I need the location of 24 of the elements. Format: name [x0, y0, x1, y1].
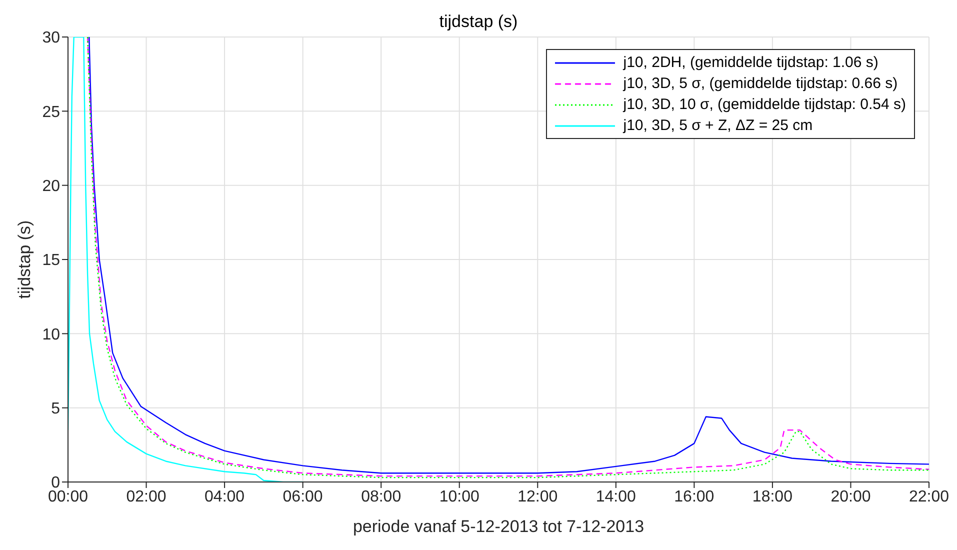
legend-label: j10, 3D, 10 σ, (gemiddelde tijdstap: 0.54 s): [623, 95, 906, 115]
x-tick-label: 18:00: [752, 488, 793, 506]
y-tick-label: 25: [42, 104, 60, 121]
x-tick-label: 10:00: [439, 488, 480, 506]
y-tick-label: 5: [51, 400, 60, 418]
x-tick-label: 02:00: [126, 488, 166, 506]
x-tick-label: 12:00: [518, 488, 558, 506]
y-tick-label: 20: [42, 178, 60, 196]
y-axis-title: tijdstap (s): [15, 220, 34, 299]
x-tick-label: 14:00: [596, 488, 636, 506]
x-tick-label: 16:00: [674, 488, 714, 506]
legend-label: j10, 3D, 5 σ, (gemiddelde tijdstap: 0.66 s): [623, 74, 898, 94]
x-tick-label: 20:00: [830, 488, 871, 506]
x-tick-label: 04:00: [204, 488, 245, 506]
chart-title: tijdstap (s): [439, 12, 518, 31]
x-tick-label: 08:00: [361, 488, 402, 506]
y-tick-label: 10: [42, 326, 60, 344]
legend-label: j10, 3D, 5 σ + Z, ΔZ = 25 cm: [623, 116, 813, 136]
x-axis-title: periode vanaf 5-12-2013 tot 7-12-2013: [352, 517, 644, 536]
legend-label: j10, 2DH, (gemiddelde tijdstap: 1.06 s): [623, 53, 878, 73]
x-tick-label: 22:00: [908, 488, 950, 506]
y-tick-label: 15: [42, 252, 60, 270]
y-tick-label: 30: [42, 30, 60, 47]
x-tick-label: 06:00: [282, 488, 323, 506]
